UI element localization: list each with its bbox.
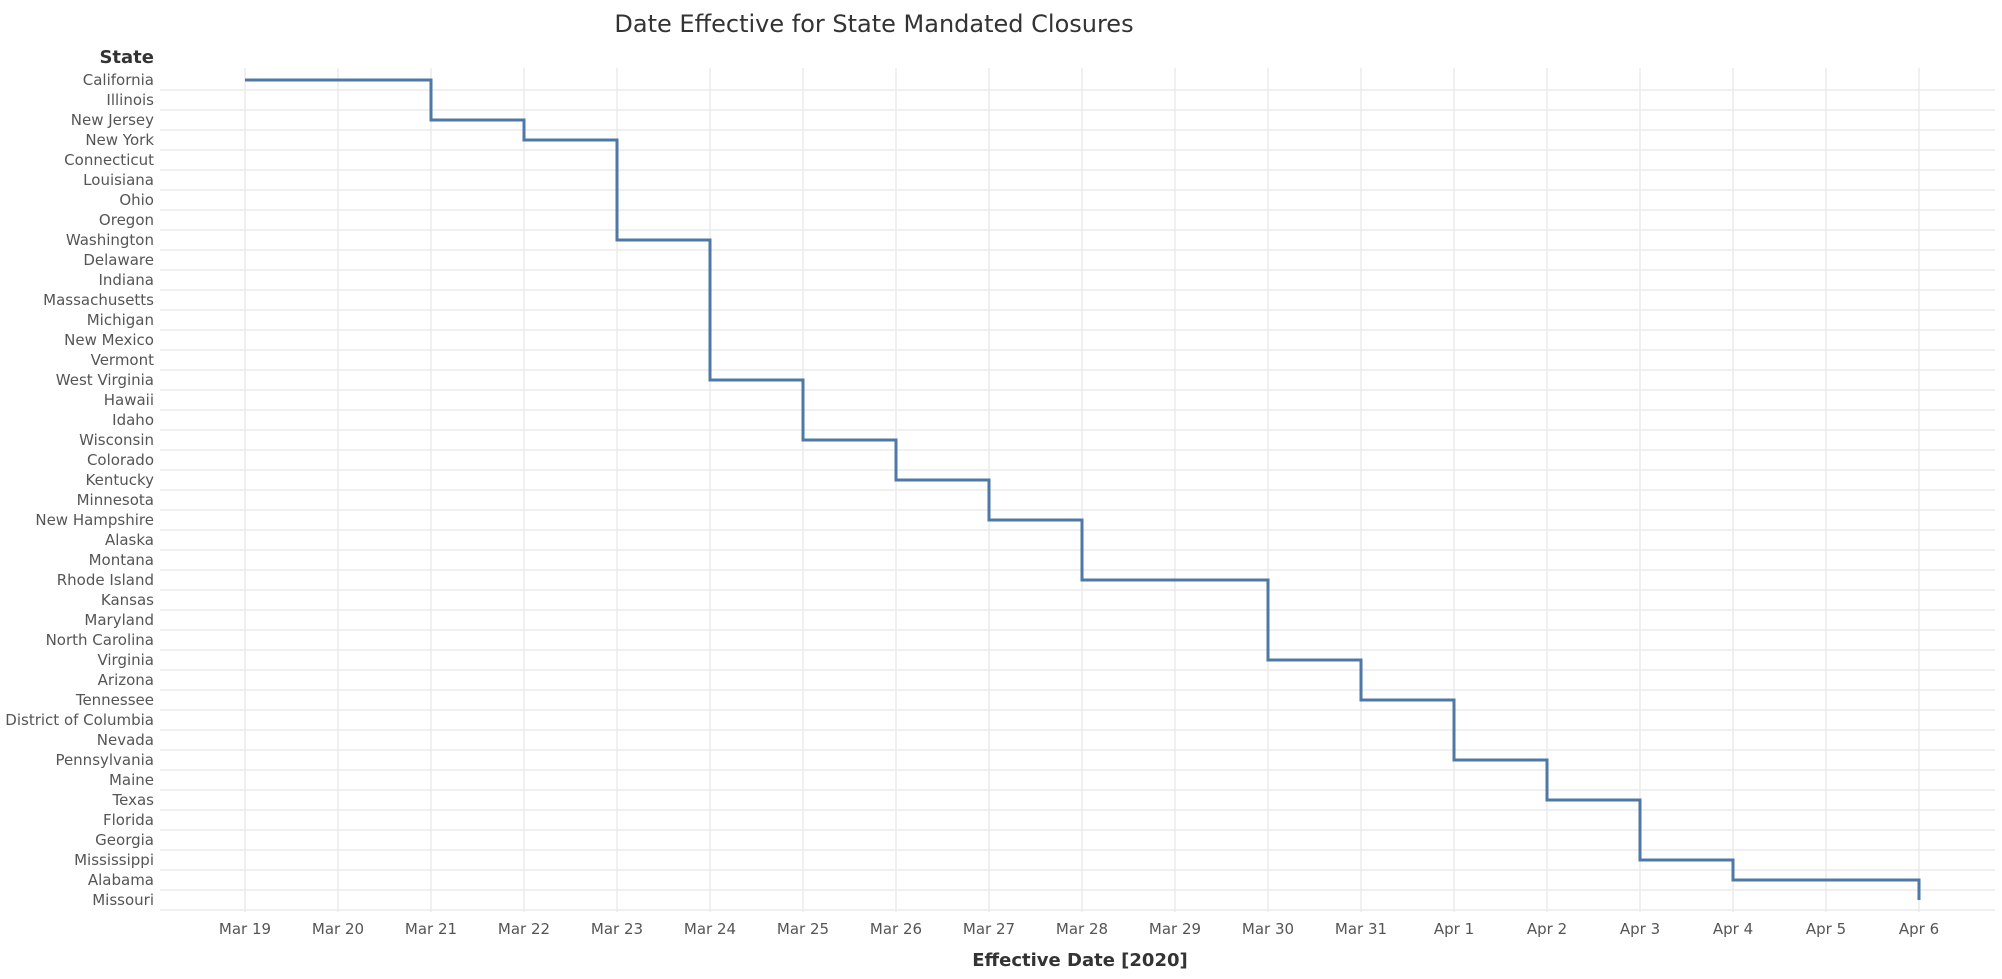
date-tick-label: Mar 30 [1242, 920, 1294, 938]
state-tick-label: California [83, 71, 154, 89]
date-tick-label: Mar 19 [219, 920, 271, 938]
state-tick-label: Oregon [99, 211, 154, 229]
state-tick-label: Missouri [92, 891, 154, 909]
state-tick-label: Kansas [101, 591, 154, 609]
date-tick-label: Mar 21 [405, 920, 457, 938]
state-tick-label: Connecticut [64, 151, 154, 169]
chart-title: Date Effective for State Mandated Closur… [614, 10, 1133, 38]
state-tick-label: Washington [66, 231, 154, 249]
state-tick-label: Texas [112, 791, 155, 809]
series-layer [244, 78, 1921, 901]
state-tick-label: Maryland [84, 611, 154, 629]
state-tick-label: Vermont [91, 351, 155, 369]
state-tick-label: Montana [89, 551, 154, 569]
date-tick-label: Apr 6 [1899, 920, 1939, 938]
state-tick-label: Indiana [98, 271, 154, 289]
state-tick-label: Georgia [95, 831, 154, 849]
state-tick-label: Hawaii [104, 391, 154, 409]
date-tick-label: Mar 22 [498, 920, 550, 938]
state-tick-label: Florida [103, 811, 154, 829]
state-tick-label: Virginia [97, 651, 154, 669]
date-tick-label: Apr 2 [1527, 920, 1567, 938]
state-tick-label: Kentucky [86, 471, 155, 489]
state-tick-label: New Jersey [71, 111, 154, 129]
state-tick-label: Tennessee [75, 691, 154, 709]
date-tick-label: Mar 26 [870, 920, 922, 938]
date-tick-label: Mar 24 [684, 920, 736, 938]
state-tick-label: New Hampshire [35, 511, 154, 529]
state-tick-label: New Mexico [64, 331, 154, 349]
date-tick-label: Mar 23 [591, 920, 643, 938]
state-tick-label: Alabama [88, 871, 154, 889]
state-tick-label: North Carolina [46, 631, 154, 649]
state-tick-label: Delaware [83, 251, 154, 269]
date-tick-label: Apr 5 [1806, 920, 1846, 938]
state-tick-label: Mississippi [74, 851, 154, 869]
state-tick-labels: California Illinois New Jersey New York Conn… [5, 71, 154, 909]
state-tick-label: West Virginia [56, 371, 154, 389]
state-tick-label: Ohio [119, 191, 154, 209]
date-tick-label: Apr 1 [1434, 920, 1474, 938]
state-tick-label: Michigan [87, 311, 154, 329]
state-tick-label: Nevada [97, 731, 154, 749]
state-tick-label: Pennsylvania [55, 751, 154, 769]
date-tick-label: Mar 28 [1056, 920, 1108, 938]
y-axis-label: State [99, 47, 154, 68]
state-tick-label: Wisconsin [79, 431, 154, 449]
state-tick-label: Minnesota [77, 491, 154, 509]
date-tick-labels: Mar 19 Mar 20 Mar 21 Mar 22 Mar 23 Mar 24 Mar … [219, 920, 1939, 938]
state-tick-label: Illinois [106, 91, 154, 109]
state-tick-label: Arizona [98, 671, 154, 689]
state-tick-label: New York [85, 131, 154, 149]
state-tick-label: Louisiana [83, 171, 154, 189]
x-axis-label: Effective Date [2020] [972, 950, 1187, 971]
date-tick-label: Mar 31 [1335, 920, 1387, 938]
date-tick-label: Mar 29 [1149, 920, 1201, 938]
date-tick-label: Mar 20 [312, 920, 364, 938]
horizontal-gridlines [160, 89, 1995, 911]
state-tick-label: Alaska [105, 531, 154, 549]
date-tick-label: Mar 27 [963, 920, 1015, 938]
date-tick-label: Apr 3 [1620, 920, 1660, 938]
state-tick-label: Maine [109, 771, 154, 789]
state-tick-label: Colorado [87, 451, 154, 469]
date-tick-label: Apr 4 [1713, 920, 1753, 938]
date-tick-label: Mar 25 [777, 920, 829, 938]
state-tick-label: Idaho [112, 411, 154, 429]
state-tick-label: Massachusetts [43, 291, 154, 309]
state-tick-label: District of Columbia [5, 711, 154, 729]
state-tick-label: Rhode Island [57, 571, 154, 589]
